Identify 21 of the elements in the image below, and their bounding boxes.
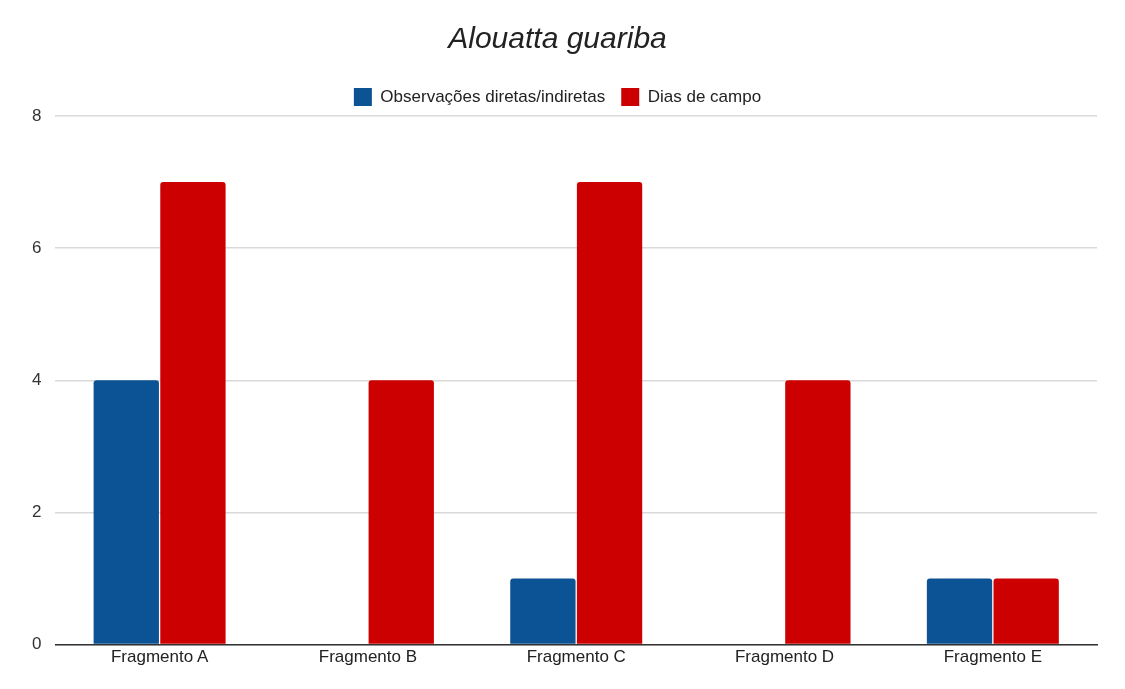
bar — [785, 380, 851, 644]
chart-title: Alouatta guariba — [446, 21, 667, 55]
bar — [510, 578, 576, 644]
bar — [993, 578, 1059, 644]
x-tick-label: Fragmento B — [318, 647, 418, 667]
bar — [93, 380, 159, 644]
bar — [368, 380, 434, 644]
x-tick-label: Fragmento A — [110, 647, 209, 667]
y-tick-label: 6 — [31, 237, 42, 257]
legend-label: Dias de campo — [647, 86, 762, 106]
x-tick-label: Fragmento E — [943, 647, 1042, 667]
bar — [926, 578, 993, 644]
bar — [576, 182, 643, 644]
y-tick-label: 8 — [31, 105, 42, 125]
x-tick-label: Fragmento D — [734, 647, 835, 667]
legend-label: Observações diretas/indiretas — [380, 86, 606, 106]
bar — [160, 182, 226, 644]
y-tick-label: 2 — [31, 502, 42, 522]
y-tick-label: 0 — [31, 634, 42, 654]
x-tick-label: Fragmento C — [526, 647, 626, 667]
y-tick-label: 4 — [31, 369, 42, 389]
